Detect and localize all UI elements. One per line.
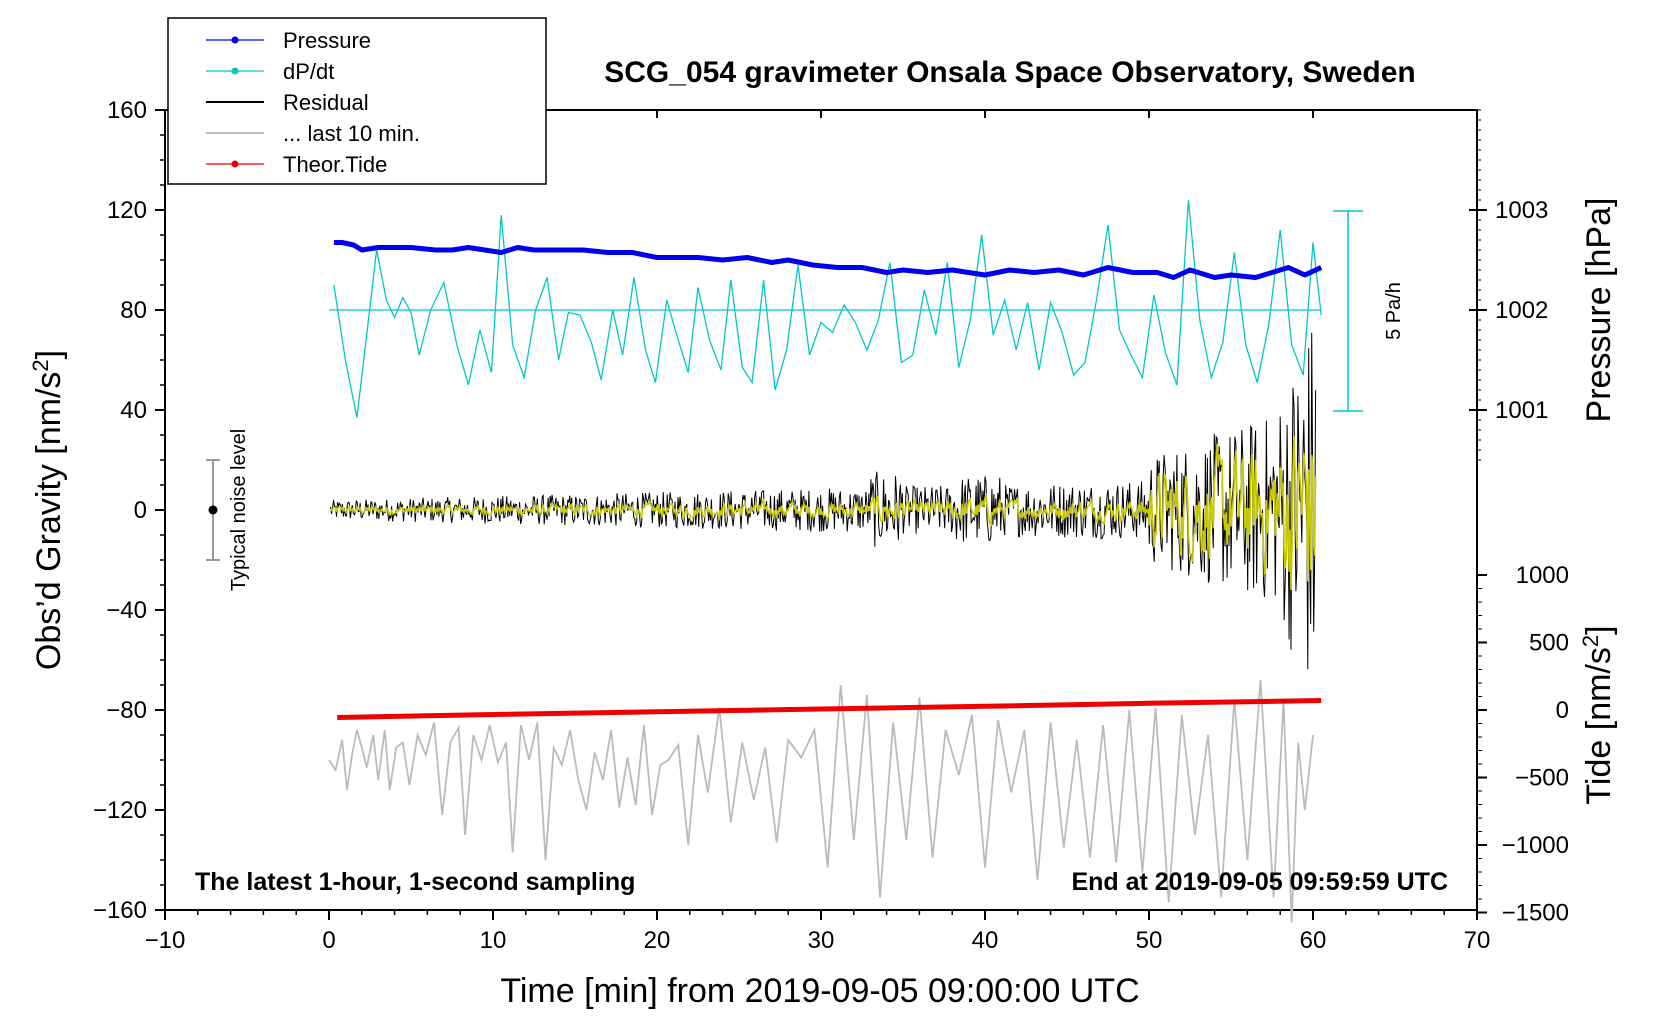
tide-tick-label: 500 [1529, 630, 1569, 657]
chart-title: SCG_054 gravimeter Onsala Space Observat… [604, 56, 1416, 89]
y-tick-label: 120 [107, 197, 147, 224]
y-axis-left: 160 120 80 40 0 −40 −80 −120 −160 [93, 97, 165, 924]
legend-label: Theor.Tide [283, 152, 387, 177]
legend-item: Pressure [206, 28, 371, 53]
x-tick-label: 10 [480, 927, 507, 954]
x-axis: −10 0 10 20 30 40 50 60 70 [145, 110, 1491, 954]
legend-label: ... last 10 min. [283, 121, 420, 146]
pressure-tick-label: 1003 [1495, 197, 1548, 224]
y-axis-pressure: 1003 1002 1001 [1469, 109, 1548, 461]
tide-tick-label: −1500 [1502, 900, 1569, 927]
noise-level-marker: Typical noise level [206, 429, 250, 591]
pressure-line [333, 240, 1323, 280]
x-tick-label: −10 [145, 927, 186, 954]
y-axis-label: Obs’d Gravity [nm/s2] [28, 350, 68, 670]
tide-tick-label: −1000 [1502, 832, 1569, 859]
end-time-note: End at 2019-09-05 09:59:59 UTC [1071, 868, 1448, 896]
legend-item: dP/dt [206, 59, 334, 84]
legend-marker [231, 67, 239, 75]
tide-tick-label: 1000 [1516, 562, 1569, 589]
legend-item: Residual [206, 90, 369, 115]
legend-marker [231, 160, 239, 168]
y-tick-label: 40 [120, 397, 147, 424]
last-10-min-line [328, 679, 1314, 923]
dpdt-line [333, 199, 1322, 418]
x-tick-label: 60 [1300, 927, 1327, 954]
dpdt-scale-bar: 5 Pa/h [1333, 210, 1405, 412]
residual-line [330, 332, 1317, 670]
x-tick-label: 30 [808, 927, 835, 954]
y-tick-label: −120 [93, 797, 147, 824]
y-axis-tide: 1000 500 0 −500 −1000 −1500 [1477, 562, 1569, 927]
pressure-axis-label: Pressure [hPa] [1580, 198, 1618, 423]
pressure-tick-label: 1001 [1495, 397, 1548, 424]
legend-label: Pressure [283, 28, 371, 53]
tide-tick-label: −500 [1515, 765, 1569, 792]
sampling-note: The latest 1-hour, 1-second sampling [195, 868, 635, 896]
series-layer [328, 199, 1323, 923]
x-tick-label: 40 [972, 927, 999, 954]
theoretical-tide-line [337, 698, 1322, 720]
tide-tick-label: 0 [1556, 697, 1569, 724]
legend-label: dP/dt [283, 59, 334, 84]
legend: Pressure dP/dt Residual ... last 10 min. The… [167, 17, 547, 185]
y-tick-label: −80 [106, 697, 147, 724]
y-tick-label: 0 [134, 497, 147, 524]
pressure-tick-label: 1002 [1495, 297, 1548, 324]
y-tick-label: 80 [120, 297, 147, 324]
residual-smoothed-line [329, 436, 1317, 591]
x-tick-label: 20 [644, 927, 671, 954]
tide-axis-label: Tide [nm/s2] [1578, 625, 1618, 804]
scale-bar-label: 5 Pa/h [1383, 282, 1405, 340]
y-tick-label: 160 [107, 97, 147, 124]
legend-marker [231, 36, 239, 44]
y-tick-label: −160 [93, 897, 147, 924]
legend-item: Theor.Tide [206, 152, 387, 177]
y-tick-label: −40 [106, 597, 147, 624]
x-tick-label: 0 [322, 927, 335, 954]
x-axis-label: Time [min] from 2019-09-05 09:00:00 UTC [500, 972, 1139, 1010]
x-tick-label: 50 [1136, 927, 1163, 954]
x-tick-label: 70 [1464, 927, 1491, 954]
legend-label: Residual [283, 90, 369, 115]
legend-item: ... last 10 min. [206, 121, 420, 146]
noise-level-label: Typical noise level [228, 429, 250, 591]
